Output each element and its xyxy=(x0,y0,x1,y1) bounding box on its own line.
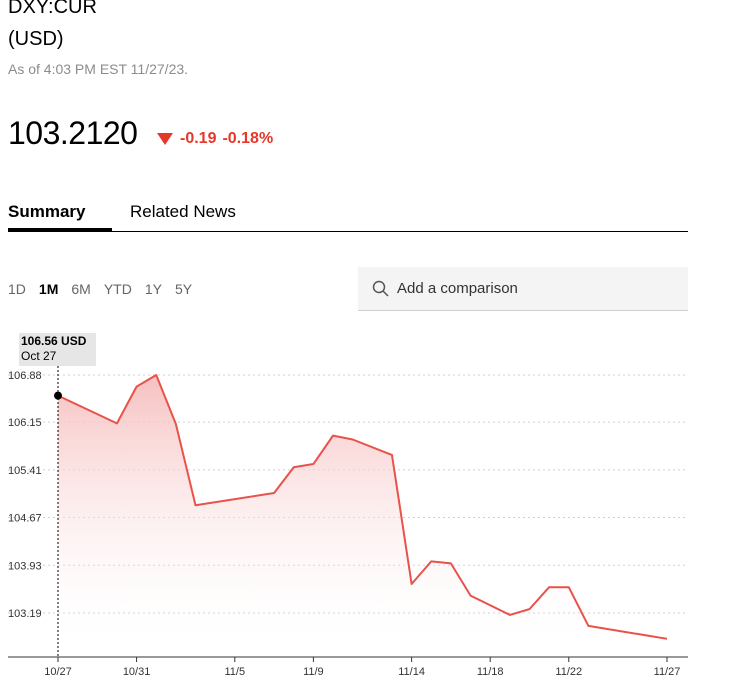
active-tab-indicator xyxy=(8,228,112,231)
price-change: -0.19 -0.18% xyxy=(157,130,273,148)
down-arrow-icon xyxy=(157,133,173,145)
tab-summary[interactable]: Summary xyxy=(8,202,86,221)
x-tick-label: 11/22 xyxy=(555,666,582,678)
ticker-symbol: DXY:CUR xyxy=(8,0,97,18)
price-line xyxy=(57,374,668,640)
change-absolute: -0.19 xyxy=(180,130,217,147)
x-tick-label: 11/9 xyxy=(303,666,324,678)
y-tick-label: 105.41 xyxy=(8,465,42,477)
chart-tooltip: 106.56 USD Oct 27 xyxy=(19,333,96,366)
as-of-timestamp: As of 4:03 PM EST 11/27/23. xyxy=(8,61,189,77)
y-tick-label: 106.88 xyxy=(8,370,42,382)
y-tick-label: 103.19 xyxy=(8,608,42,620)
y-tick-label: 106.15 xyxy=(8,417,42,429)
x-tick-label: 10/27 xyxy=(44,666,72,678)
comparison-search[interactable] xyxy=(358,267,688,311)
currency-label: (USD) xyxy=(8,28,64,50)
y-tick-label: 103.93 xyxy=(8,560,42,572)
range-6m[interactable]: 6M xyxy=(71,281,91,297)
change-percent: -0.18% xyxy=(222,130,274,147)
range-1d[interactable]: 1D xyxy=(8,281,26,297)
y-tick-label: 104.67 xyxy=(8,513,42,525)
tab-bar: Summary Related News xyxy=(8,197,688,232)
x-tick-label: 11/27 xyxy=(654,666,681,678)
range-1m[interactable]: 1M xyxy=(38,281,59,297)
tooltip-date: Oct 27 xyxy=(21,349,57,363)
tab-related-news[interactable]: Related News xyxy=(130,202,236,221)
current-price: 103.2120 xyxy=(8,115,138,151)
x-tick-label: 10/31 xyxy=(123,666,151,678)
range-ytd[interactable]: YTD xyxy=(103,281,132,297)
search-icon xyxy=(372,280,389,297)
range-1y[interactable]: 1Y xyxy=(144,281,162,297)
hover-point-marker xyxy=(54,391,62,400)
price-area xyxy=(58,375,667,657)
range-5y[interactable]: 5Y xyxy=(174,281,193,297)
comparison-input[interactable] xyxy=(395,279,659,298)
x-tick-label: 11/18 xyxy=(477,666,504,678)
x-tick-label: 11/5 xyxy=(225,666,246,678)
range-selector: 1D 1M 6M YTD 1Y 5Y xyxy=(8,281,192,297)
tooltip-value: 106.56 USD xyxy=(21,334,87,348)
x-tick-label: 11/14 xyxy=(398,666,425,678)
